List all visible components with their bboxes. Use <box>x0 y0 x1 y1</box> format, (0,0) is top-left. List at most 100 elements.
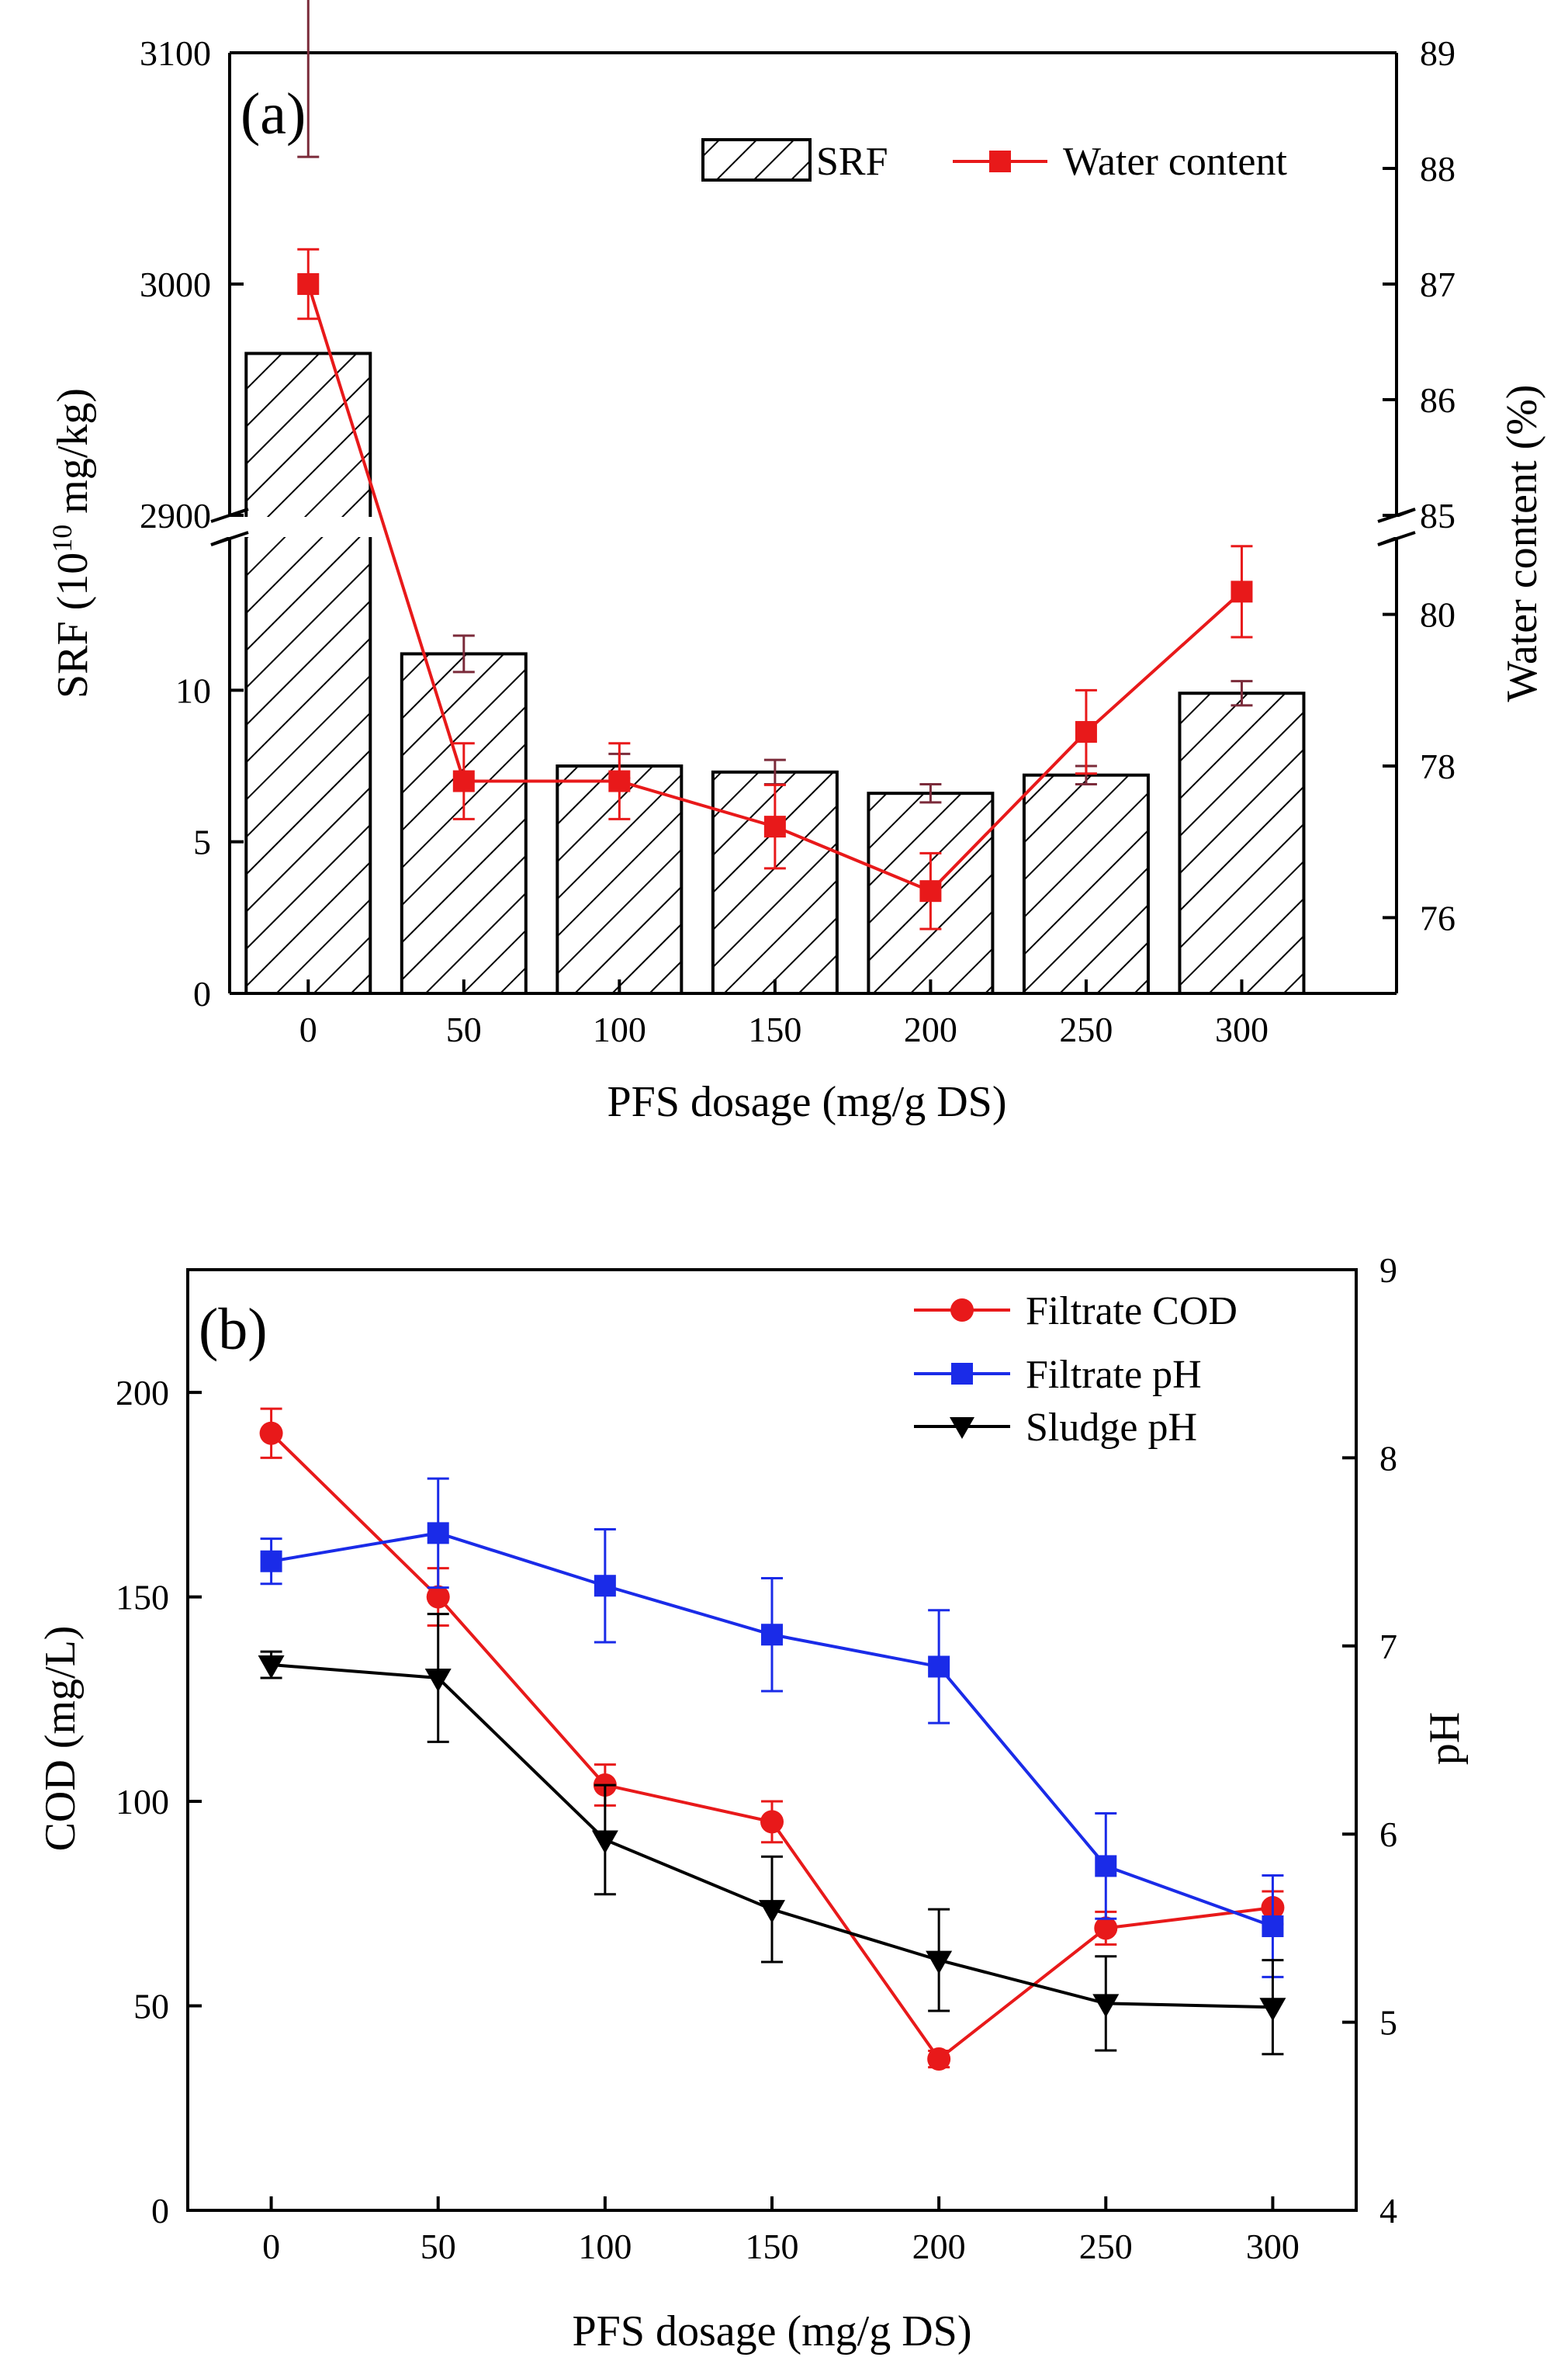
filtrate-cod-point <box>927 2047 951 2071</box>
x-tick-label: 50 <box>446 1010 482 1049</box>
right-tick-label: 86 <box>1420 380 1456 420</box>
panel-b-label: (b) <box>199 1297 268 1362</box>
panel-a-label: (a) <box>241 81 306 147</box>
srf-error-bar <box>297 0 320 158</box>
left-tick-label: 100 <box>116 1782 169 1822</box>
left-tick-label: 10 <box>175 671 211 710</box>
left-tick-label: 150 <box>116 1578 169 1617</box>
axis-break-mark-right-b <box>1377 531 1416 546</box>
right-tick-label: 4 <box>1379 2191 1397 2231</box>
x-tick-label: 200 <box>912 2227 966 2266</box>
right-tick-label: 88 <box>1420 149 1456 189</box>
water-content-point <box>919 880 942 903</box>
left-tick-label: 2900 <box>140 496 211 536</box>
legend-filtrate-ph-marker <box>951 1363 973 1385</box>
right-tick-label: 80 <box>1420 595 1456 635</box>
filtrate-ph-point <box>427 1522 449 1544</box>
water-content-point <box>763 816 786 838</box>
sludge-ph-point <box>1092 1994 1120 2018</box>
filtrate-cod-series <box>259 1407 1285 2071</box>
filtrate-ph-point <box>761 1624 783 1646</box>
right-tick-label: 8 <box>1379 1438 1397 1478</box>
chart-panel-b: 0 50 100 150 200 250 300 0 50 100 150 200 4 5 6 7 8 9 (b)… <box>36 1250 1469 2355</box>
legend-sludge-ph-marker <box>950 1417 974 1439</box>
right-tick-label: 89 <box>1420 33 1456 73</box>
water-content-point <box>297 273 320 295</box>
water-content-point <box>452 770 475 792</box>
filtrate-ph-point <box>1095 1855 1117 1877</box>
panel-b-series <box>258 1407 1286 2071</box>
filtrate-cod-point <box>426 1585 450 1609</box>
panel-a-bars <box>206 352 1420 996</box>
srf-bar <box>1022 773 1150 995</box>
panel-a-legend: SRF Water content <box>701 138 1287 184</box>
left-tick-label: 3100 <box>140 33 211 73</box>
axis-break-gap <box>206 517 1420 537</box>
x-tick-label: 300 <box>1215 1010 1269 1049</box>
chart-panel-a: 0 50 100 150 200 250 3000510290030003100767880… <box>47 0 1546 1126</box>
right-tick-label: 76 <box>1420 898 1456 938</box>
sludge-ph-point <box>926 1950 953 1974</box>
srf-bar <box>400 652 528 995</box>
x-tick-label: 100 <box>578 2227 632 2266</box>
right-tick-label: 85 <box>1420 496 1456 536</box>
water-content-point <box>1231 581 1253 603</box>
panel-a-right-axis-label: Water content (%) <box>1498 384 1546 702</box>
x-tick-label: 100 <box>593 1010 646 1049</box>
panel-b-left-axis-label: COD (mg/L) <box>36 1626 85 1852</box>
right-tick-label: 6 <box>1379 1815 1397 1854</box>
legend-water-marker <box>989 151 1011 172</box>
x-tick-label: 150 <box>746 2227 799 2266</box>
water-content-point <box>608 770 631 792</box>
srf-error-bar <box>919 782 942 804</box>
panel-a-x-axis-label: PFS dosage (mg/g DS) <box>607 1078 1007 1126</box>
axis-break-mark-left-b <box>210 531 249 546</box>
panel-a-ticks: 0 50 100 150 200 250 3000510290030003100767880… <box>140 33 1456 1049</box>
left-tick-label: 50 <box>133 1987 169 2026</box>
panel-a-left-axis-label: SRF (1010 mg/kg) <box>47 388 97 698</box>
left-tick-label: 200 <box>116 1373 169 1413</box>
right-tick-label: 7 <box>1379 1627 1397 1666</box>
right-tick-label: 5 <box>1379 2003 1397 2043</box>
panel-b-right-axis-label: pH <box>1421 1712 1469 1765</box>
left-tick-label: 0 <box>151 2191 169 2231</box>
panel-b-legend: Filtrate COD Filtrate pH Sludge pH <box>914 1289 1237 1450</box>
x-tick-label: 0 <box>299 1010 317 1049</box>
filtrate-cod-point <box>259 1421 283 1445</box>
filtrate-cod-point <box>1094 1916 1118 1940</box>
right-tick-label: 78 <box>1420 747 1456 786</box>
x-tick-label: 0 <box>262 2227 280 2266</box>
sludge-ph-point <box>258 1655 285 1679</box>
filtrate-ph-point <box>928 1655 950 1678</box>
left-tick-label: 5 <box>193 823 211 862</box>
filtrate-ph-point <box>1262 1915 1284 1937</box>
sludge-ph-point <box>424 1669 452 1693</box>
x-tick-label: 300 <box>1246 2227 1300 2266</box>
srf-error-bar <box>452 634 475 674</box>
x-tick-label: 200 <box>904 1010 957 1049</box>
x-tick-label: 150 <box>748 1010 801 1049</box>
panel-b-x-axis-label: PFS dosage (mg/g DS) <box>573 2307 972 2355</box>
right-tick-label: 87 <box>1420 265 1456 304</box>
panel-a-water-content-line <box>297 248 1253 931</box>
water-content-point <box>1075 721 1097 744</box>
x-tick-label: 250 <box>1059 1010 1113 1049</box>
legend-filtrate-ph-label: Filtrate pH <box>1026 1353 1202 1397</box>
legend-cod-marker <box>950 1298 974 1322</box>
legend-srf-swatch <box>701 138 812 182</box>
sludge-ph-point <box>1259 1998 1286 2022</box>
x-tick-label: 250 <box>1079 2227 1133 2266</box>
left-tick-label: 0 <box>193 974 211 1014</box>
legend-cod-label: Filtrate COD <box>1026 1289 1237 1333</box>
legend-water-label: Water content <box>1063 140 1287 184</box>
legend-srf-label: SRF <box>816 140 888 184</box>
srf-error-bar <box>1231 680 1253 707</box>
srf-bar <box>1178 692 1306 995</box>
filtrate-ph-point <box>260 1550 282 1572</box>
sludge-ph-point <box>759 1900 785 1924</box>
sludge-ph-series <box>258 1613 1286 2056</box>
legend-sludge-ph-label: Sludge pH <box>1026 1406 1197 1450</box>
panel-b-ticks: 0 50 100 150 200 250 300 0 50 100 150 200 4 5 6 7 8 9 <box>116 1250 1397 2266</box>
left-tick-label: 3000 <box>140 265 211 304</box>
